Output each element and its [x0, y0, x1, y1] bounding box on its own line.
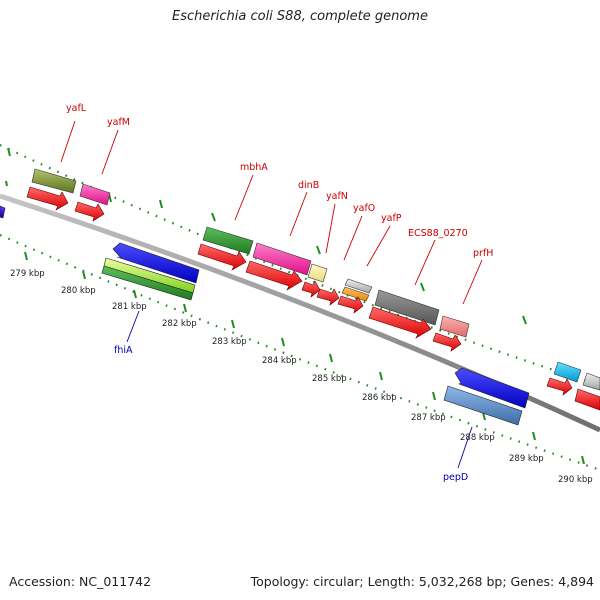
scale-label: 287 kbp: [411, 413, 446, 423]
gene-label-pepD: pepD: [443, 472, 468, 483]
cds-arrow-row: [0, 186, 600, 411]
gene-label-fhiA: fhiA: [114, 345, 133, 356]
gene-yafM-bar[interactable]: [79, 183, 111, 206]
scale-label: 288 kbp: [460, 433, 495, 443]
inner-major-ticks: [24, 251, 585, 465]
gene-label-prfH: prfH: [473, 248, 493, 259]
gene-label-yafL: yafL: [66, 103, 87, 114]
gene-ECS88_0270-bar[interactable]: [374, 289, 440, 326]
label-leaders-reverse: [126, 310, 473, 469]
cds-arrow-edge[interactable]: [0, 205, 6, 219]
scale-label: 282 kbp: [162, 319, 197, 329]
cds-arrow[interactable]: [546, 377, 573, 396]
cds-arrow[interactable]: [301, 280, 321, 298]
gene-yafP-bar[interactable]: [341, 286, 370, 302]
accession-text: Accession: NC_011742: [9, 574, 152, 589]
reverse-feature-row: [101, 242, 530, 426]
gene-fhiA-bar-lower[interactable]: [101, 265, 194, 301]
gene-prfH-bar[interactable]: [439, 315, 470, 338]
gene-dinB-bar[interactable]: [252, 242, 312, 276]
cds-arrow[interactable]: [432, 332, 462, 352]
gene-label-yafN: yafN: [326, 191, 348, 202]
scale-label: 283 kbp: [212, 337, 247, 347]
cds-arrow[interactable]: [74, 201, 105, 222]
gene-label-yafP: yafP: [381, 213, 402, 224]
genome-summary-text: Topology: circular; Length: 5,032,268 bp…: [250, 574, 594, 589]
cds-arrow[interactable]: [245, 260, 303, 291]
scale-label: 280 kbp: [61, 286, 96, 296]
cds-arrow[interactable]: [197, 243, 247, 271]
gene-cyan-bar[interactable]: [553, 361, 582, 383]
scale-label: 281 kbp: [112, 302, 147, 312]
gene-yafL-bar[interactable]: [31, 168, 77, 194]
gene-label-yafO: yafO: [353, 203, 375, 214]
gene-fhiA-arrow[interactable]: [112, 242, 200, 284]
gene-silver-bar[interactable]: [582, 372, 600, 391]
gene-pepD-bar[interactable]: [443, 385, 523, 426]
cds-arrow[interactable]: [574, 388, 600, 411]
gene-yafO-bar[interactable]: [344, 278, 373, 294]
scale-label: 285 kbp: [312, 374, 347, 384]
gene-label-ECS88_0270: ECS88_0270: [408, 228, 468, 239]
outer-major-ticks: [5, 147, 527, 325]
cds-arrow[interactable]: [316, 288, 340, 306]
scale-label: 289 kbp: [509, 454, 544, 464]
scale-label: 284 kbp: [262, 356, 297, 366]
gene-mbhA-bar[interactable]: [202, 226, 254, 255]
forward-feature-row: [31, 168, 600, 391]
scale-label: 290 kbp: [558, 475, 593, 485]
cds-arrow[interactable]: [368, 306, 432, 339]
gene-label-yafM: yafM: [107, 117, 130, 128]
cds-arrow[interactable]: [337, 295, 364, 314]
gene-label-mbhA: mbhA: [240, 162, 268, 173]
gene-yafN-bar[interactable]: [307, 263, 328, 283]
gene-label-dinB: dinB: [298, 180, 319, 191]
label-leaders-forward: [60, 120, 483, 305]
cds-arrow[interactable]: [26, 186, 69, 211]
gene-pepD-arrow[interactable]: [454, 367, 530, 409]
scale-label: 279 kbp: [10, 269, 45, 279]
scale-label: 286 kbp: [362, 393, 397, 403]
map-title: Escherichia coli S88, complete genome: [172, 9, 428, 24]
